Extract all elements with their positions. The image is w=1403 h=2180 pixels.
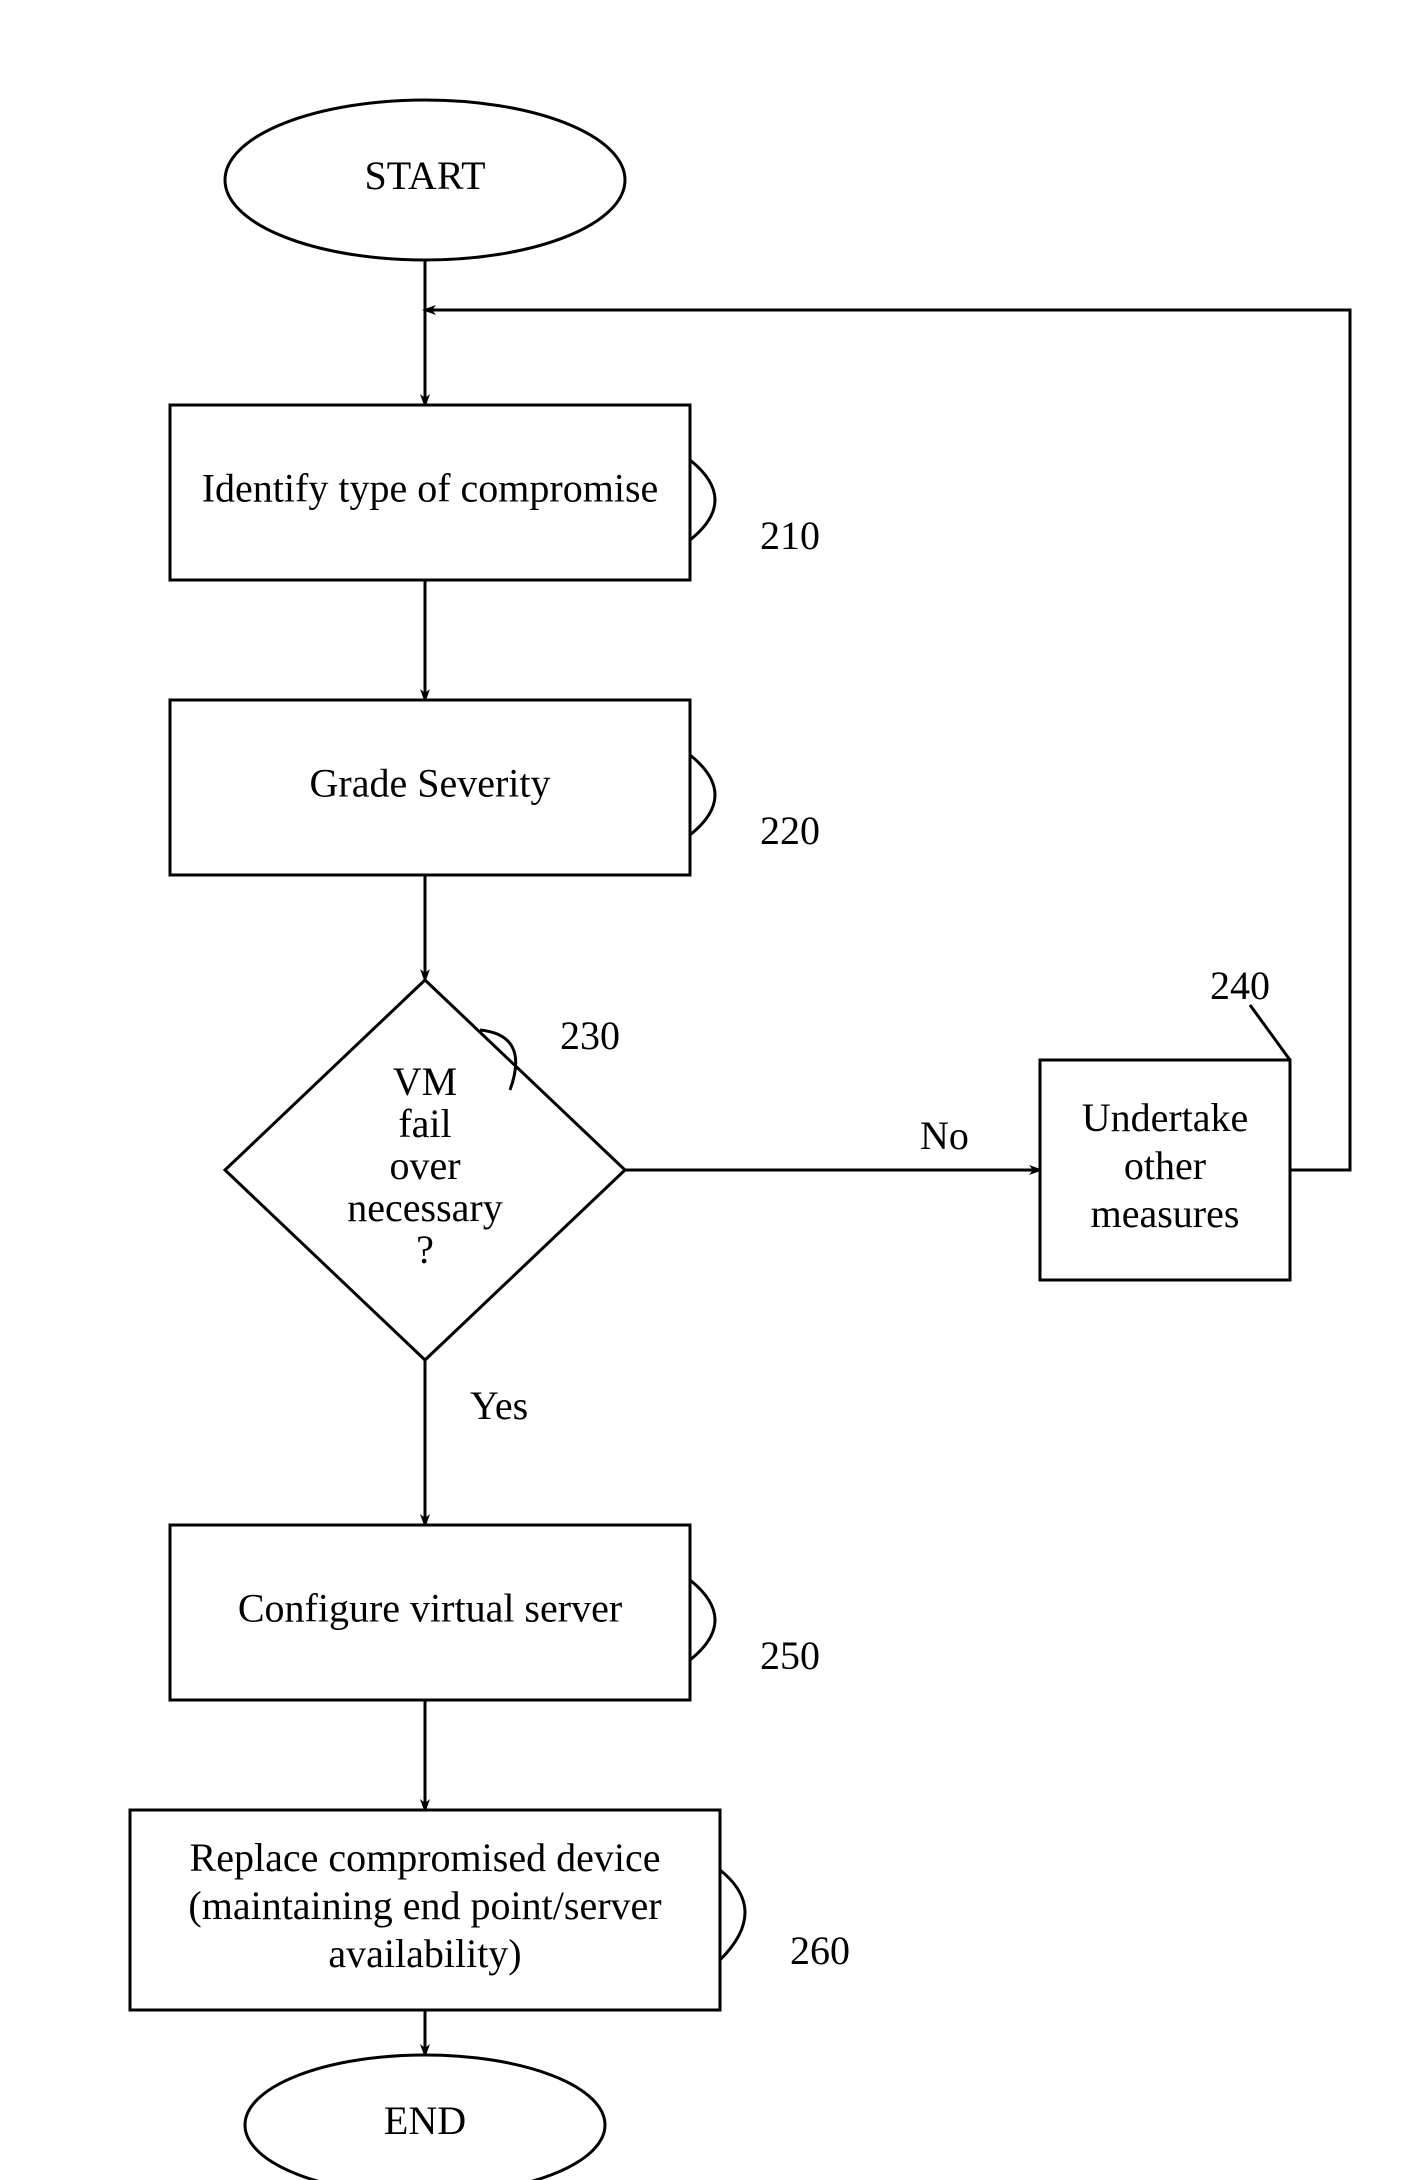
edge-label: No xyxy=(920,1113,969,1158)
svg-text:fail: fail xyxy=(398,1101,451,1146)
ref-label-220: 220 xyxy=(760,808,820,853)
ref-connector xyxy=(690,755,715,835)
svg-text:Grade Severity: Grade Severity xyxy=(309,761,550,806)
ref-connector xyxy=(690,1580,715,1660)
ref-label-260: 260 xyxy=(790,1928,850,1973)
svg-text:necessary: necessary xyxy=(347,1185,502,1230)
svg-text:START: START xyxy=(364,153,485,198)
svg-text:Configure virtual server: Configure virtual server xyxy=(238,1586,622,1631)
svg-text:availability): availability) xyxy=(328,1931,521,1976)
svg-text:VM: VM xyxy=(393,1059,457,1104)
svg-text:?: ? xyxy=(416,1227,434,1272)
ref-label-250: 250 xyxy=(760,1633,820,1678)
svg-text:END: END xyxy=(384,2098,466,2143)
ref-label-230: 230 xyxy=(560,1013,620,1058)
svg-text:Identify type of compromise: Identify type of compromise xyxy=(202,466,659,511)
ref-connector xyxy=(720,1870,745,1960)
svg-text:over: over xyxy=(389,1143,460,1188)
ref-label-240: 240 xyxy=(1210,963,1270,1008)
ref-label-210: 210 xyxy=(760,513,820,558)
edge-label: Yes xyxy=(470,1383,528,1428)
svg-text:Replace compromised device: Replace compromised device xyxy=(190,1835,661,1880)
ref-connector xyxy=(690,460,715,540)
svg-text:(maintaining end point/server: (maintaining end point/server xyxy=(188,1883,661,1928)
svg-text:other: other xyxy=(1124,1143,1206,1188)
svg-text:Undertake: Undertake xyxy=(1082,1095,1249,1140)
svg-text:measures: measures xyxy=(1091,1191,1240,1236)
ref-connector xyxy=(1250,1005,1290,1060)
